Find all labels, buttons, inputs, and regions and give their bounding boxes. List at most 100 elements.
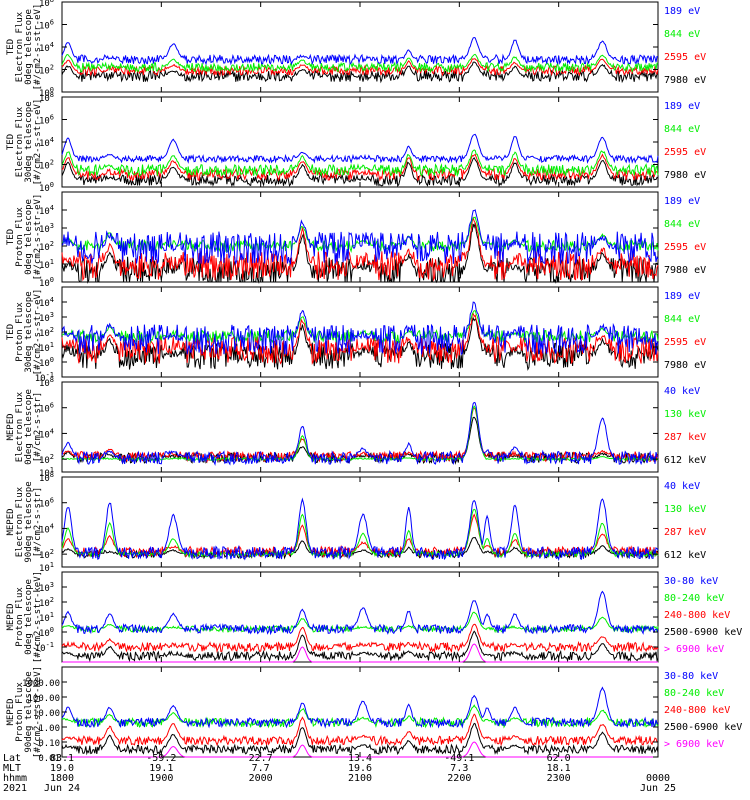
y-tick-exponent: 3 xyxy=(50,222,54,230)
series-844-ev-trace xyxy=(61,53,659,74)
y-axis-label-line: MEPED xyxy=(6,508,16,535)
y-tick-exponent: 4 xyxy=(50,204,54,212)
y-tick-exponent: 1 xyxy=(50,561,54,569)
row-lat-value: 13.4 xyxy=(348,753,372,764)
row-mlt-value: 19.1 xyxy=(149,763,173,774)
y-tick-exponent: 6 xyxy=(50,114,54,122)
row-mlt-value: 7.3 xyxy=(450,763,468,774)
row-2021-value: Jun 24 xyxy=(44,783,80,794)
y-tick-exponent: 2 xyxy=(50,159,54,167)
y-tick-exponent: 8 xyxy=(50,471,54,479)
y-axis-label-line: [#/cm2-s-str-keV] xyxy=(33,666,43,758)
y-axis-label: MEPEDProton Flux90deg telescope[#/cm2-s-… xyxy=(6,666,43,758)
y-tick-exponent: 1 xyxy=(50,341,54,349)
y-tick-exponent: 0 xyxy=(50,276,54,284)
y-tick-exponent: 8 xyxy=(50,91,54,99)
legend-30-80-kev: 30-80 keV xyxy=(664,671,718,682)
y-axis-label-line: TED xyxy=(6,39,16,55)
y-tick-exponent: 0 xyxy=(50,86,54,94)
y-tick-exponent: 4 xyxy=(50,136,54,144)
y-axis-label: MEPEDElectron Flux90deg telescope[#/cm2-… xyxy=(6,481,43,562)
legend-2500-6900-kev: 2500-6900 keV xyxy=(664,722,742,733)
y-axis-label: TEDProton Flux30deg telescope[#/cm2-s-st… xyxy=(6,289,43,376)
legend-7980-ev: 7980 eV xyxy=(664,265,706,276)
series-189-ev-trace xyxy=(61,301,659,356)
series-844-ev-trace xyxy=(61,149,659,178)
row-hhmm-value: 2100 xyxy=(348,773,372,784)
y-axis-label: TEDProton Flux0deg telescope[#/cm2-s-str… xyxy=(6,194,43,281)
series-7980-ev-trace xyxy=(61,316,659,371)
y-axis-label-line: [#/cm2-s-str] xyxy=(33,392,43,462)
y-tick-exponent: 4 xyxy=(50,41,54,49)
y-axis-label: TEDElectron Flux30deg telescope[#/cm2-s-… xyxy=(6,99,43,186)
time-axis: Lat 83.1 -59.2 22.7 13.4 -49.1 62.0 MLT 19.0 19.1… xyxy=(3,753,676,794)
panel-meped-90deg-proton: 0.010.101.0010.00100.001000.00MEPEDProto… xyxy=(6,666,742,764)
y-axis-label-line: [#/cm2-s-str-eV] xyxy=(33,194,43,281)
legend-80-240-kev: 80-240 keV xyxy=(664,593,724,604)
legend-6900-kev: > 6900 keV xyxy=(664,644,724,655)
y-tick-exponent: 2 xyxy=(50,240,54,248)
y-axis-label-line: TED xyxy=(6,229,16,245)
series-40-kev-trace xyxy=(61,401,659,466)
legend-80-240-kev: 80-240 keV xyxy=(664,688,724,699)
legend-240-800-kev: 240-800 keV xyxy=(664,610,730,621)
series-240-800-kev-trace xyxy=(61,713,659,747)
y-axis-label-line: 30deg telescope xyxy=(24,291,34,372)
series-130-kev-trace xyxy=(61,405,659,462)
legend-612-kev: 612 keV xyxy=(664,550,706,561)
legend-40-kev: 40 keV xyxy=(664,386,700,397)
y-axis-label: MEPEDProton Flux0deg telescope[#/cm2-s-s… xyxy=(6,571,43,663)
legend-189-ev: 189 eV xyxy=(664,291,700,302)
y-tick-exponent: -1 xyxy=(46,641,54,649)
row-label-lat: Lat xyxy=(3,753,21,764)
row-lat-value: 83.1 xyxy=(50,753,74,764)
y-tick-exponent: 2 xyxy=(50,548,54,556)
legend-240-800-kev: 240-800 keV xyxy=(664,705,730,716)
y-axis-label-line: 90deg telescope xyxy=(24,671,34,752)
series-189-ev-trace xyxy=(61,209,659,266)
y-tick-exponent: 0 xyxy=(50,356,54,364)
row-hhmm-value: 2000 xyxy=(249,773,273,784)
series-2595-ev-trace xyxy=(61,216,659,282)
y-tick-exponent: 0 xyxy=(50,626,54,634)
y-tick-exponent: 8 xyxy=(50,376,54,384)
series-287-kev-trace xyxy=(61,407,659,464)
legend-844-ev: 844 eV xyxy=(664,314,700,325)
row-label-mlt: MLT xyxy=(3,763,21,774)
row-lat-value: -49.1 xyxy=(444,753,474,764)
y-axis-label-line: MEPED xyxy=(6,698,16,725)
y-tick-exponent: 2 xyxy=(50,453,54,461)
y-axis-label-line: 0deg telescope xyxy=(24,9,34,85)
y-axis-label-line: 0deg telescope xyxy=(24,579,34,655)
y-axis-label-line: TED xyxy=(6,134,16,150)
row-hhmm-value: 2300 xyxy=(547,773,571,784)
legend-7980-ev: 7980 eV xyxy=(664,360,706,371)
y-tick-label: 10.00 xyxy=(33,709,60,719)
legend-2595-ev: 2595 eV xyxy=(664,242,706,253)
row-lat-value: 62.0 xyxy=(547,753,571,764)
row-hhmm-value: 1900 xyxy=(149,773,173,784)
series-2595-ev-trace xyxy=(61,312,659,365)
row-hhmm-value: 2200 xyxy=(447,773,471,784)
series-189-ev-trace xyxy=(61,133,659,164)
row-2021-value: Jun 25 xyxy=(640,783,676,794)
legend-7980-ev: 7980 eV xyxy=(664,170,706,181)
y-tick-label: 1000.00 xyxy=(22,679,60,689)
legend-2595-ev: 2595 eV xyxy=(664,147,706,158)
y-axis-label: MEPEDElectron Flux0deg telescope[#/cm2-s… xyxy=(6,389,43,465)
row-label-2021: 2021 xyxy=(3,783,27,794)
y-tick-exponent: 3 xyxy=(50,581,54,589)
y-tick-exponent: 6 xyxy=(50,19,54,27)
legend-30-80-kev: 30-80 keV xyxy=(664,576,718,587)
y-axis-label-line: Electron Flux xyxy=(15,391,25,462)
legend-7980-ev: 7980 eV xyxy=(664,75,706,86)
y-tick-exponent: 2 xyxy=(50,64,54,72)
y-tick-label: 0.01 xyxy=(38,754,60,764)
y-axis-label-line: Proton Flux xyxy=(15,587,25,647)
y-tick-exponent: 4 xyxy=(50,427,54,435)
